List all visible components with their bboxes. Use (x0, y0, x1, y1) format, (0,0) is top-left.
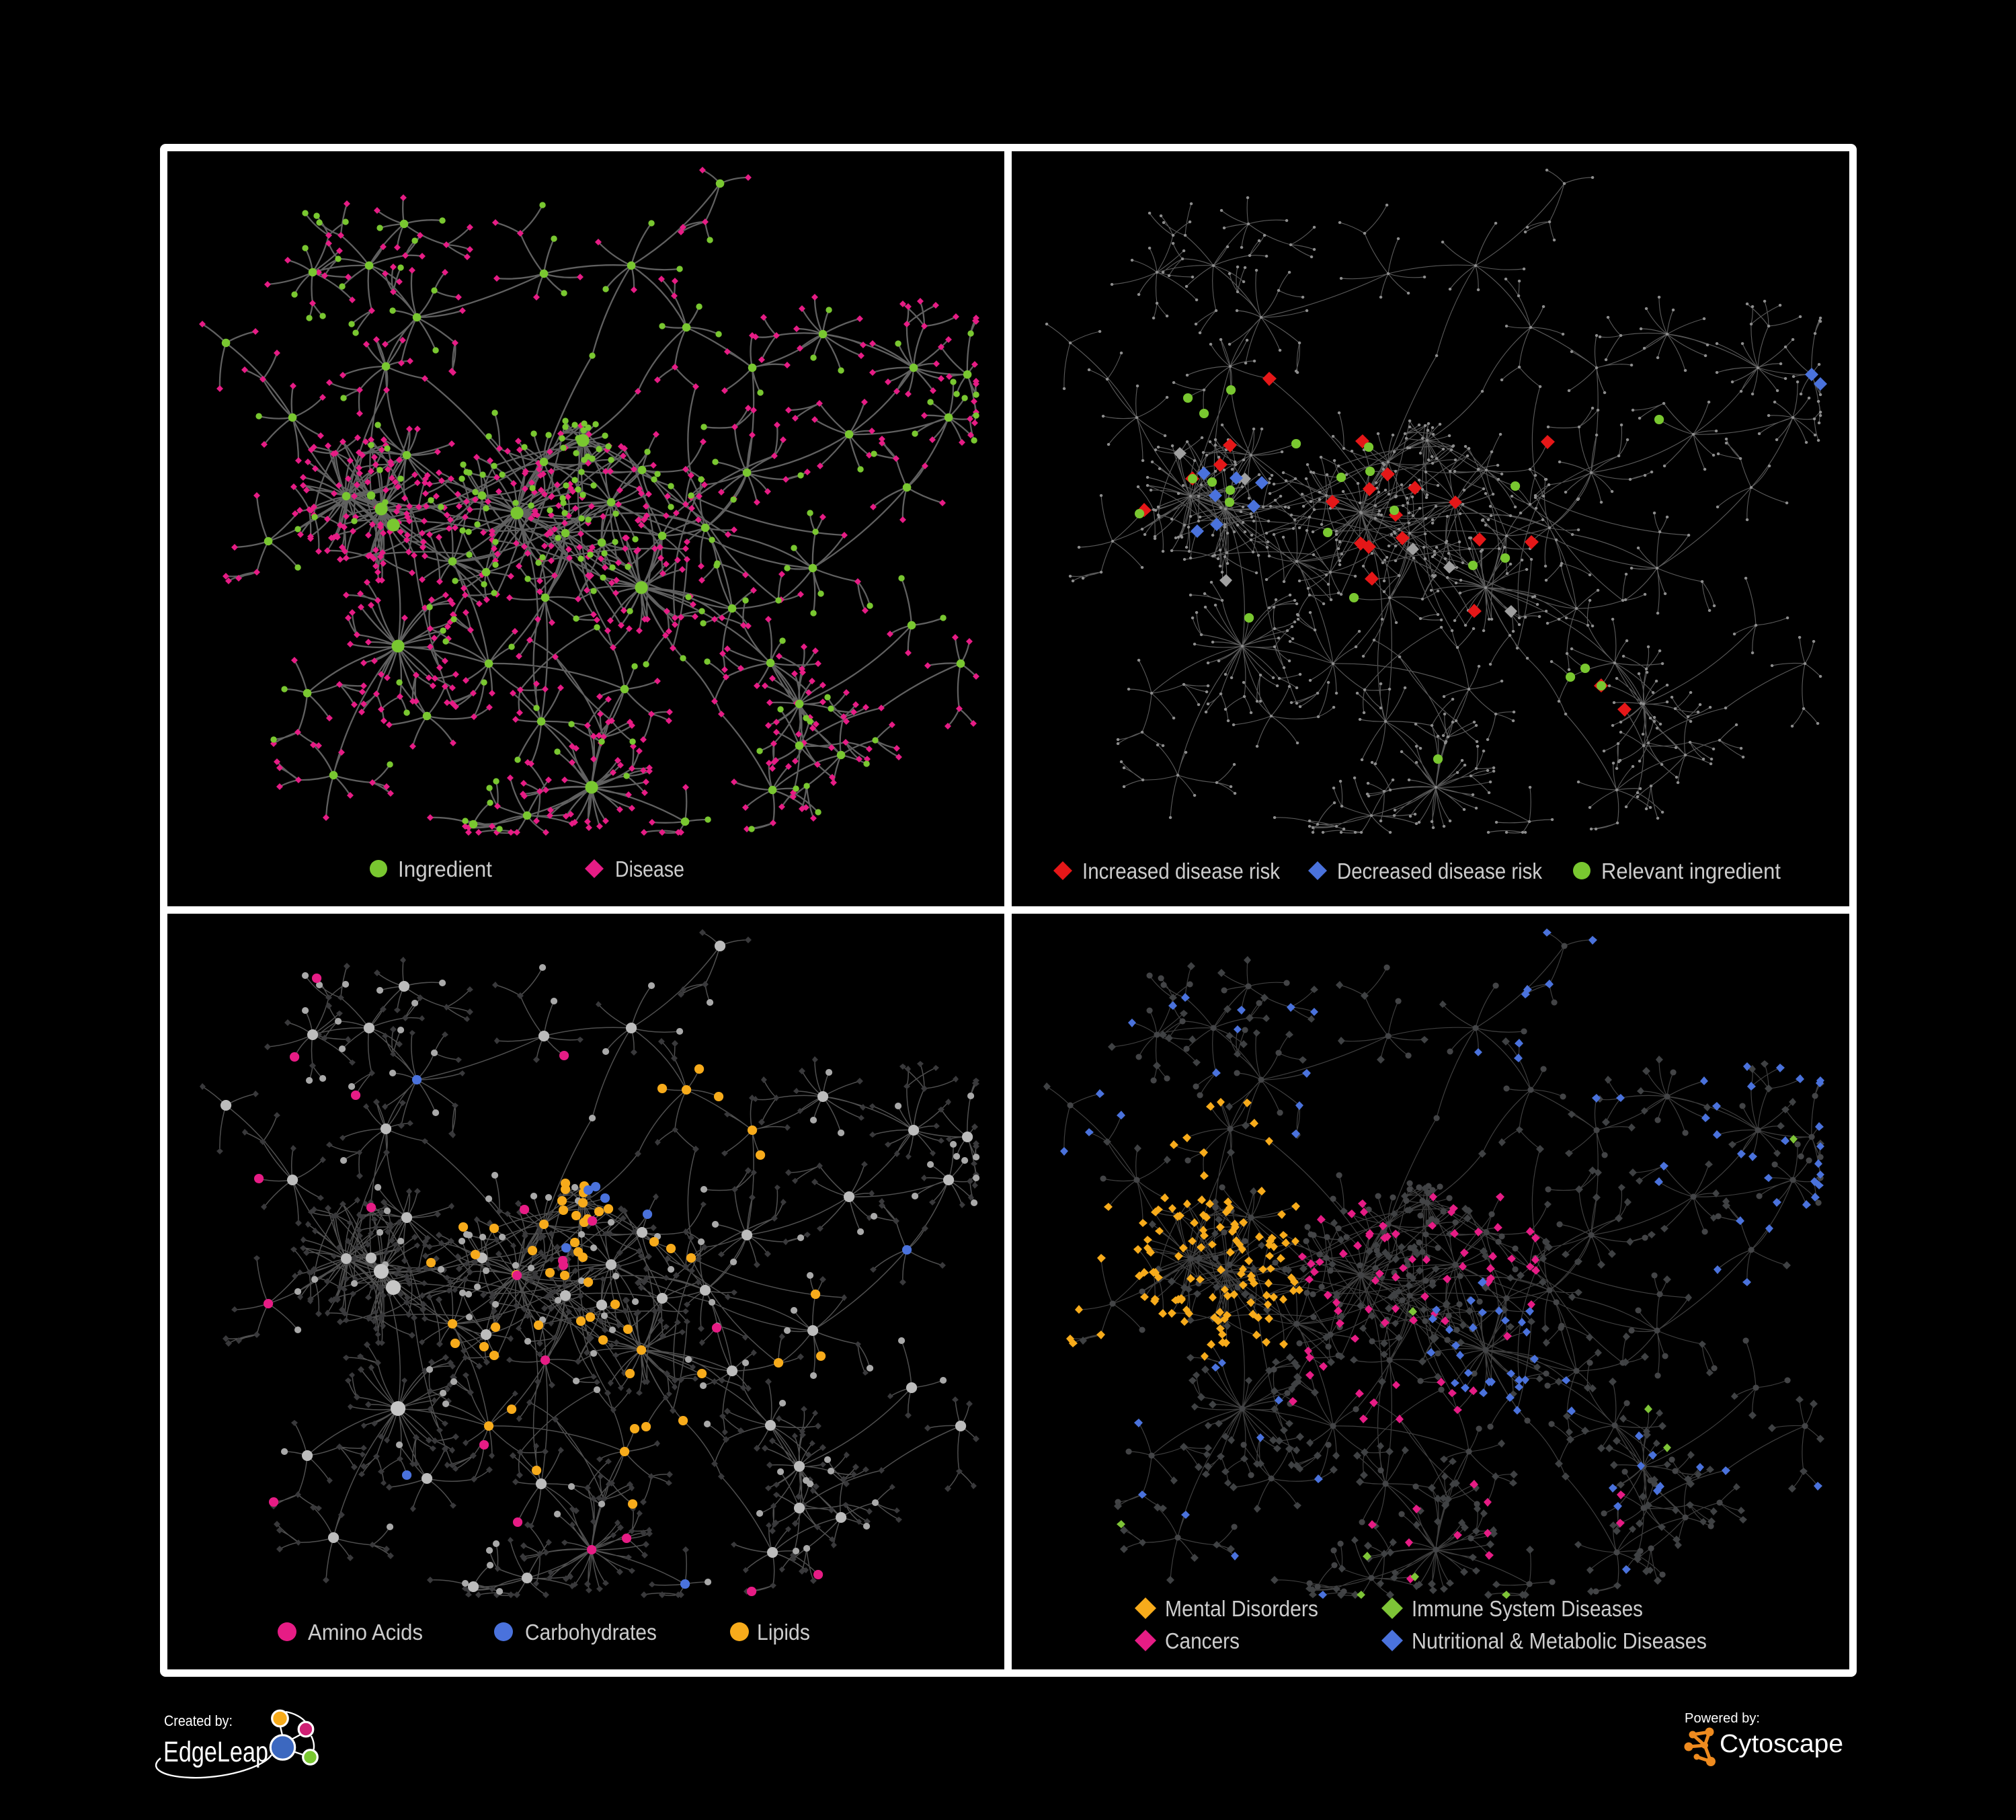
svg-text:Ingredient: Ingredient (398, 857, 492, 881)
svg-text:Carbohydrates: Carbohydrates (525, 1620, 657, 1645)
svg-text:Immune System Diseases: Immune System Diseases (1412, 1596, 1643, 1621)
svg-text:Created by:: Created by: (164, 1712, 233, 1729)
svg-text:Amino Acids: Amino Acids (308, 1620, 423, 1645)
svg-text:Disease: Disease (615, 857, 684, 881)
svg-text:EdgeLeap: EdgeLeap (163, 1736, 268, 1768)
svg-text:Cytoscape: Cytoscape (1720, 1730, 1843, 1758)
svg-text:Decreased disease risk: Decreased disease risk (1337, 859, 1542, 883)
svg-text:Powered by:: Powered by: (1685, 1711, 1760, 1726)
svg-text:Relevant ingredient: Relevant ingredient (1601, 859, 1781, 883)
svg-text:Mental Disorders: Mental Disorders (1165, 1596, 1318, 1621)
svg-text:Cancers: Cancers (1165, 1628, 1240, 1653)
svg-text:Lipids: Lipids (757, 1620, 810, 1645)
svg-text:Increased disease risk: Increased disease risk (1082, 859, 1280, 883)
svg-text:Nutritional & Metabolic Diseas: Nutritional & Metabolic Diseases (1412, 1628, 1707, 1653)
